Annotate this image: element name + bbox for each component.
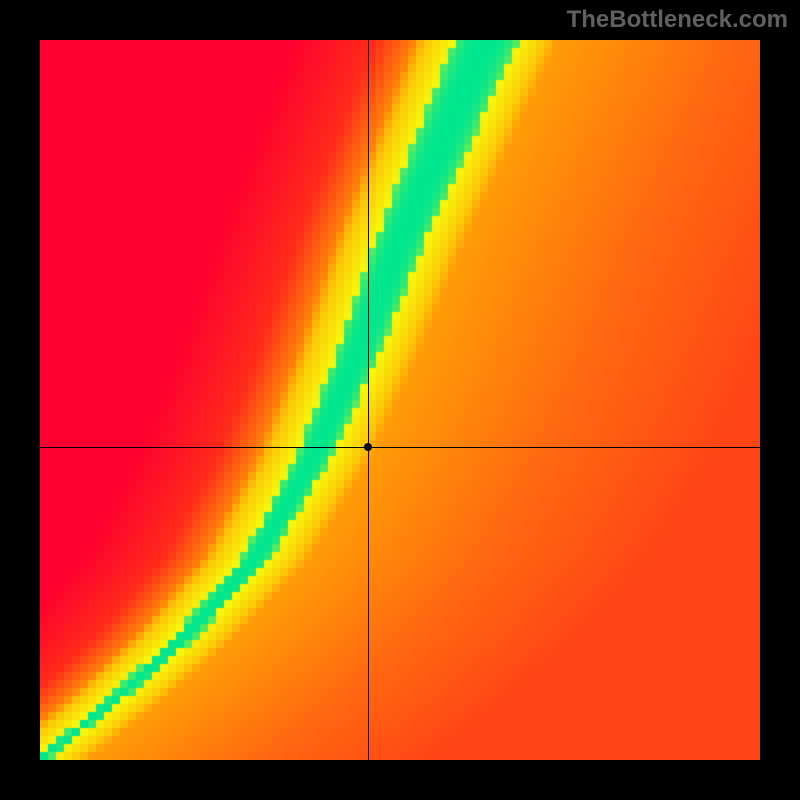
heatmap-plot	[40, 40, 760, 760]
crosshair-horizontal	[40, 447, 760, 448]
heatmap-canvas	[40, 40, 760, 760]
crosshair-vertical	[368, 40, 369, 760]
watermark-text: TheBottleneck.com	[567, 6, 788, 34]
marker-dot	[364, 443, 372, 451]
